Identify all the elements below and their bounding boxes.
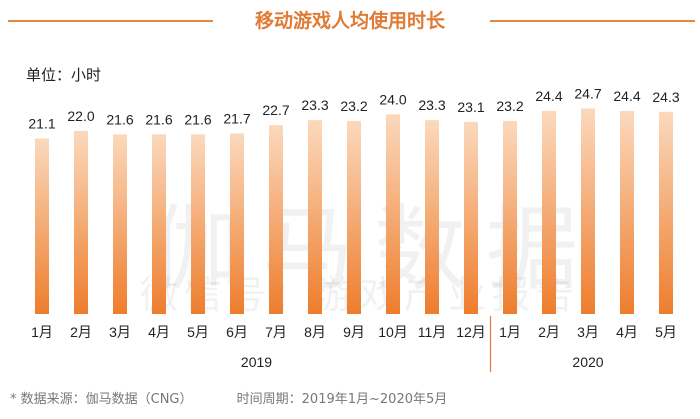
bar <box>542 110 556 314</box>
x-tick-label: 5月 <box>655 324 677 340</box>
bar <box>620 110 634 314</box>
x-tick-label: 5月 <box>187 324 209 340</box>
data-label: 21.1 <box>28 115 55 131</box>
data-label: 22.0 <box>67 108 94 124</box>
source-note: * 数据来源：伽马数据（CNG） <box>10 392 193 407</box>
bar <box>113 134 127 314</box>
data-label: 24.7 <box>574 85 601 101</box>
x-tick-label: 11月 <box>418 324 447 340</box>
data-label: 21.7 <box>223 110 250 126</box>
data-label: 21.6 <box>106 111 133 127</box>
bar <box>152 134 166 314</box>
data-label: 23.1 <box>457 99 484 115</box>
chart-title: 移动游戏人均使用时长 <box>254 10 445 32</box>
bar <box>191 134 205 314</box>
x-tick-label: 6月 <box>226 324 248 340</box>
data-label: 21.6 <box>184 111 211 127</box>
group-label: 2020 <box>572 354 603 370</box>
title-rule-right <box>490 20 695 22</box>
bar <box>386 114 400 314</box>
bar <box>269 125 283 314</box>
data-label: 23.2 <box>496 98 523 114</box>
x-tick-label: 4月 <box>148 324 170 340</box>
x-tick-label: 12月 <box>456 324 486 340</box>
unit-label: 单位：小时 <box>26 66 102 84</box>
x-tick-label: 2月 <box>538 324 560 340</box>
data-label: 23.3 <box>301 97 328 113</box>
x-tick-label: 8月 <box>304 324 326 340</box>
x-tick-label: 2月 <box>70 324 92 340</box>
data-label: 24.4 <box>613 88 640 104</box>
x-tick-label: 1月 <box>31 324 53 340</box>
period-note: 时间周期：2019年1月~2020年5月 <box>236 392 448 407</box>
bar <box>308 120 322 314</box>
x-tick-label: 3月 <box>109 324 131 340</box>
bar <box>464 121 478 314</box>
x-tick-label: 3月 <box>577 324 599 340</box>
data-label: 22.7 <box>262 102 289 118</box>
bar <box>659 111 673 314</box>
bar <box>230 133 244 314</box>
group-label: 2019 <box>241 354 272 370</box>
footer: * 数据来源：伽马数据（CNG） 时间周期：2019年1月~2020年5月 <box>10 388 487 407</box>
x-tick-label: 9月 <box>343 324 365 340</box>
bar <box>35 138 49 314</box>
x-tick-label: 1月 <box>499 324 521 340</box>
x-tick-label: 10月 <box>378 324 408 340</box>
data-label: 23.3 <box>418 97 445 113</box>
data-label: 24.3 <box>652 89 679 105</box>
x-tick-label: 7月 <box>265 324 287 340</box>
bar <box>347 120 361 314</box>
bar <box>74 130 88 314</box>
x-tick-label: 4月 <box>616 324 638 340</box>
bar <box>581 108 595 314</box>
data-label: 24.4 <box>535 88 562 104</box>
data-label: 21.6 <box>145 111 172 127</box>
data-label: 23.2 <box>340 98 367 114</box>
data-label: 24.0 <box>379 91 406 107</box>
title-rule-left <box>8 20 213 22</box>
bar <box>425 120 439 314</box>
bar <box>503 120 517 314</box>
